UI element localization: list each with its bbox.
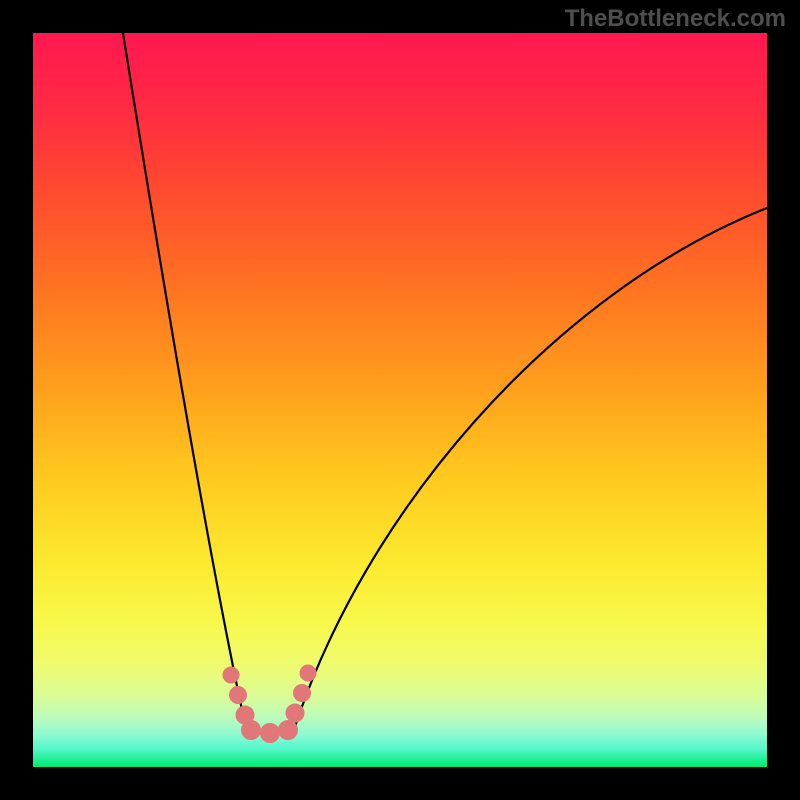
marker-dot: [279, 721, 298, 740]
marker-dot: [294, 685, 311, 702]
curve-layer: [33, 33, 767, 767]
plot-area: [33, 33, 767, 767]
marker-dot: [223, 667, 239, 683]
marker-dot: [300, 665, 316, 681]
watermark-text: TheBottleneck.com: [565, 5, 786, 33]
marker-dot: [242, 721, 261, 740]
marker-dot: [286, 704, 304, 722]
chart-stage: TheBottleneck.com: [0, 0, 800, 800]
marker-dot: [230, 687, 247, 704]
marker-dot: [261, 724, 280, 743]
bottleneck-curve: [123, 33, 767, 733]
